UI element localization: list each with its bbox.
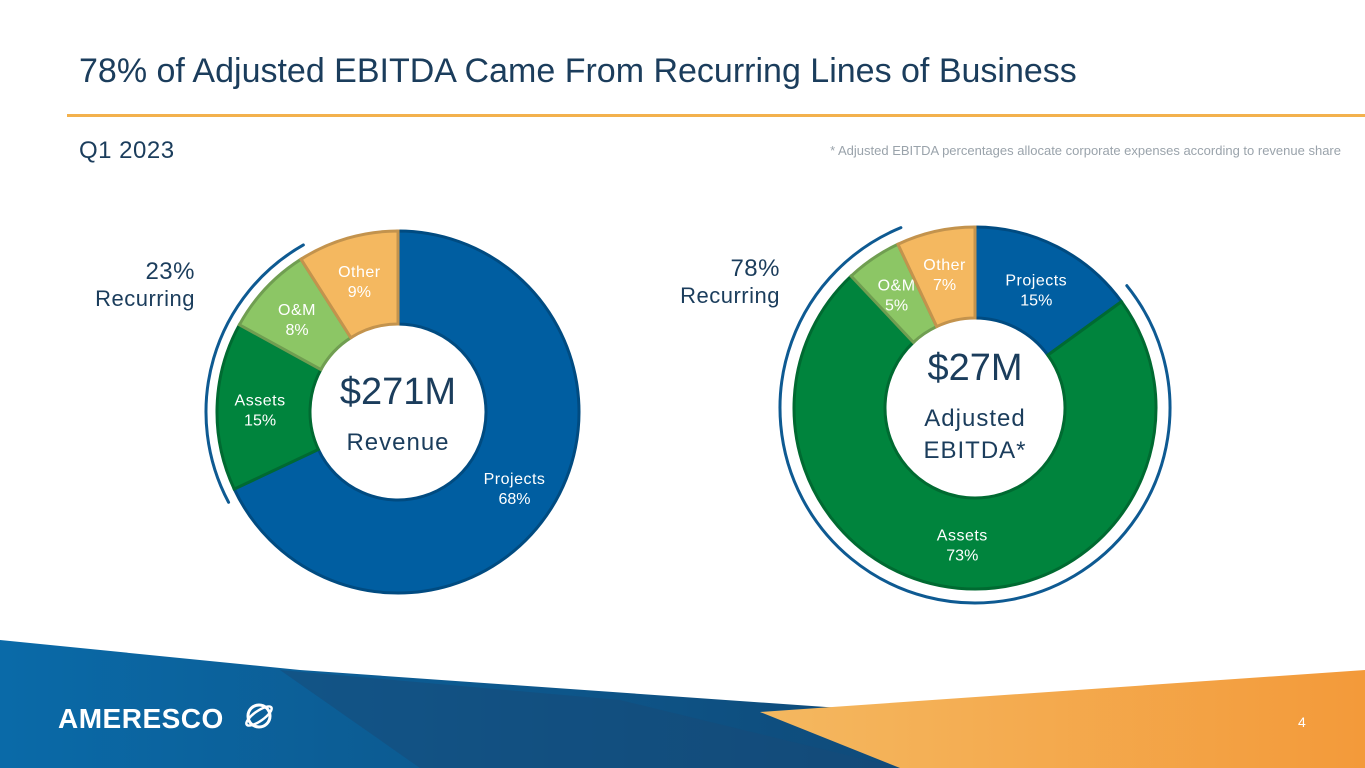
donut-charts: Projects 68% Assets 15% O&M 8% Other 9% $271M Rev… bbox=[204, 225, 1172, 605]
adjusted-ebitda-slice-projects bbox=[973, 225, 1124, 358]
revenue-center-label: Revenue bbox=[346, 429, 449, 456]
adjusted-ebitda-center-label-line-2: EBITDA* bbox=[923, 437, 1026, 464]
revenue-recurring-pct: 23% bbox=[145, 258, 195, 285]
revenue-value-assets: 15% bbox=[244, 413, 276, 430]
revenue-label-other: Other bbox=[338, 264, 381, 281]
revenue-value-projects: 68% bbox=[499, 491, 531, 508]
adjusted-ebitda-recurring-bracket bbox=[778, 226, 1172, 605]
revenue-slice-other bbox=[298, 229, 400, 340]
revenue-value-other: 9% bbox=[348, 284, 371, 301]
adjusted-ebitda-value-om: 5% bbox=[885, 298, 908, 315]
revenue-value-om: 8% bbox=[285, 322, 308, 339]
revenue-slice-projects bbox=[232, 229, 581, 595]
revenue-label-projects: Projects bbox=[484, 471, 546, 488]
period-label: Q1 2023 bbox=[79, 137, 175, 164]
revenue-label-assets: Assets bbox=[235, 393, 286, 410]
adjusted-ebitda-slice-other bbox=[895, 225, 977, 329]
adjusted-ebitda-label-assets: Assets bbox=[937, 527, 988, 544]
revenue-recurring-callout: 23% Recurring bbox=[95, 258, 195, 312]
adjusted-ebitda-center-label-line-1: Adjusted bbox=[924, 405, 1025, 432]
revenue-slice-assets bbox=[215, 322, 323, 492]
logo-orbit-icon bbox=[245, 703, 273, 729]
footer-orange-band bbox=[760, 670, 1365, 768]
adjusted-ebitda-label-om: O&M bbox=[878, 278, 916, 295]
ebitda-recurring-pct: 78% bbox=[730, 255, 780, 282]
page-title: 78% of Adjusted EBITDA Came From Recurri… bbox=[79, 52, 1077, 90]
title-divider bbox=[67, 114, 1365, 117]
page-number: 4 bbox=[1298, 714, 1306, 730]
revenue-label-om: O&M bbox=[278, 302, 316, 319]
revenue-center-value: $271M bbox=[340, 371, 456, 413]
ameresco-logo: AMERESCO bbox=[58, 696, 288, 745]
adjusted-ebitda-value-projects: 15% bbox=[1020, 293, 1052, 310]
footnote: * Adjusted EBITDA percentages allocate c… bbox=[830, 143, 1341, 158]
adjusted-ebitda-center-value: $27M bbox=[927, 347, 1022, 389]
footer-dark-shard bbox=[280, 670, 900, 768]
adjusted-ebitda-value-assets: 73% bbox=[946, 547, 978, 564]
revenue-recurring-label: Recurring bbox=[95, 286, 195, 311]
adjusted-ebitda-label-other: Other bbox=[923, 257, 966, 274]
adjusted-ebitda-label-projects: Projects bbox=[1005, 273, 1067, 290]
footer-band bbox=[0, 640, 1365, 768]
ebitda-recurring-callout: 78% Recurring bbox=[680, 255, 780, 309]
logo-wordmark: AMERESCO bbox=[58, 703, 224, 734]
adjusted-ebitda-value-other: 7% bbox=[933, 277, 956, 294]
ebitda-recurring-label: Recurring bbox=[680, 283, 780, 308]
revenue-recurring-bracket bbox=[204, 243, 305, 504]
adjusted-ebitda-slice-assets bbox=[792, 273, 1158, 591]
